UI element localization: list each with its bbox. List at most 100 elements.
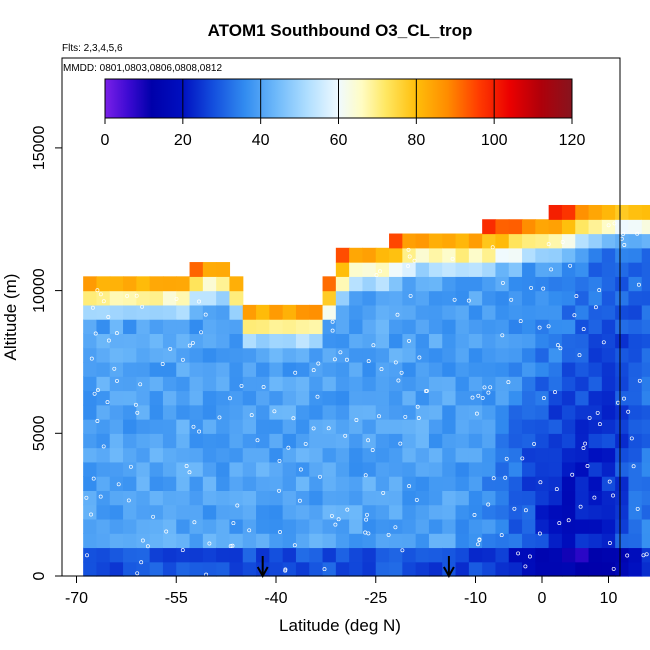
heatmap-cell [149, 419, 164, 434]
heatmap-cell [442, 376, 457, 392]
heatmap-cell [428, 419, 443, 434]
heatmap-cell [335, 533, 350, 549]
heatmap-cell [468, 333, 483, 349]
sample-point [529, 285, 534, 290]
heatmap-cell [468, 347, 483, 363]
heatmap-cell [615, 319, 630, 335]
heatmap-cell [216, 419, 231, 434]
colorbar-tick-label: 120 [559, 132, 586, 149]
heatmap-cell [628, 204, 643, 220]
heatmap-cell [83, 533, 98, 549]
sample-point [247, 528, 252, 533]
sample-point [187, 470, 192, 475]
heatmap-cell [256, 461, 270, 477]
heatmap-cell [362, 304, 377, 320]
colorbar-tick-label: 60 [330, 132, 348, 149]
heatmap-cell [482, 262, 497, 277]
heatmap-cell [402, 262, 417, 277]
heatmap-cell [322, 533, 337, 549]
heatmap-cell [482, 419, 497, 434]
heatmap-cell [601, 262, 616, 277]
heatmap-cell [428, 533, 443, 549]
y-axis: 0 5000 10000 15000 [31, 126, 62, 580]
heatmap-cell [375, 433, 390, 449]
heatmap-cell [282, 347, 297, 363]
heatmap-cell [189, 290, 204, 306]
heatmap-cell [415, 490, 430, 506]
heatmap-cell [482, 447, 497, 463]
sample-point [192, 520, 197, 525]
heatmap-cell [309, 533, 324, 549]
heatmap-cell [588, 333, 603, 349]
heatmap-cell [402, 361, 417, 377]
heatmap-cell [123, 447, 137, 463]
heatmap-cell [282, 376, 297, 392]
heatmap-cell [575, 433, 590, 449]
heatmap-cell [109, 490, 124, 506]
heatmap-cell [136, 533, 151, 549]
heatmap-cell [189, 547, 204, 563]
heatmap-cell [216, 547, 231, 563]
heatmap-cell [295, 547, 310, 563]
heatmap-cell [375, 533, 390, 549]
heatmap-cell [96, 376, 111, 392]
heatmap-cell [136, 333, 151, 349]
heatmap-cell [548, 476, 563, 491]
sample-point [316, 361, 321, 366]
heatmap-cell [601, 504, 616, 520]
heatmap-cell [628, 419, 643, 434]
x-tick-label: -40 [264, 590, 287, 607]
heatmap-cell [136, 376, 151, 392]
heatmap-cell [216, 490, 231, 506]
sample-point [255, 438, 260, 443]
sample-point [577, 353, 582, 358]
heatmap-cell [96, 319, 111, 335]
sample-point [138, 382, 143, 387]
heatmap-cell [309, 461, 324, 477]
heatmap-cell [335, 390, 350, 406]
heatmap-cell [415, 333, 430, 349]
sample-point [486, 390, 491, 395]
heatmap-cell [322, 447, 337, 463]
heatmap-cell [322, 504, 337, 520]
sample-point [527, 554, 532, 559]
heatmap-cell [362, 333, 377, 349]
heatmap-cell [335, 461, 350, 477]
heatmap-cell [508, 262, 523, 277]
x-tick-label: 0 [538, 590, 547, 607]
heatmap-cell [522, 447, 536, 463]
heatmap-cell [96, 404, 111, 420]
heatmap-cell [495, 447, 510, 463]
heatmap-cell [468, 304, 483, 320]
heatmap-cell [375, 319, 390, 335]
heatmap-cell [83, 333, 98, 349]
heatmap-cell [548, 561, 563, 577]
heatmap-cell [149, 319, 164, 335]
y-tick-label: 5000 [31, 415, 48, 451]
sample-point [381, 490, 386, 495]
heatmap-cell [641, 390, 650, 406]
heatmap-cell [229, 504, 244, 520]
heatmap-cell [149, 404, 164, 420]
heatmap-cell [83, 490, 98, 506]
heatmap-cell [495, 404, 510, 420]
sample-point [291, 416, 296, 421]
heatmap-cell [628, 490, 643, 506]
heatmap-cell [588, 561, 603, 577]
heatmap-cell [601, 319, 616, 335]
sample-point [133, 402, 138, 407]
heatmap-cell [495, 504, 510, 520]
heatmap-cell [282, 476, 297, 491]
heatmap-cell [149, 376, 164, 392]
heatmap-cell [601, 518, 616, 534]
heatmap-cell [588, 504, 603, 520]
heatmap-cell [282, 504, 297, 520]
heatmap-cell [362, 361, 377, 377]
heatmap-cell [561, 419, 576, 434]
heatmap-cell [495, 276, 510, 292]
heatmap-cell [641, 290, 650, 306]
heatmap-cell [176, 376, 191, 392]
heatmap-cell [362, 290, 377, 306]
sample-point [557, 521, 562, 526]
heatmap-cell [508, 533, 523, 549]
